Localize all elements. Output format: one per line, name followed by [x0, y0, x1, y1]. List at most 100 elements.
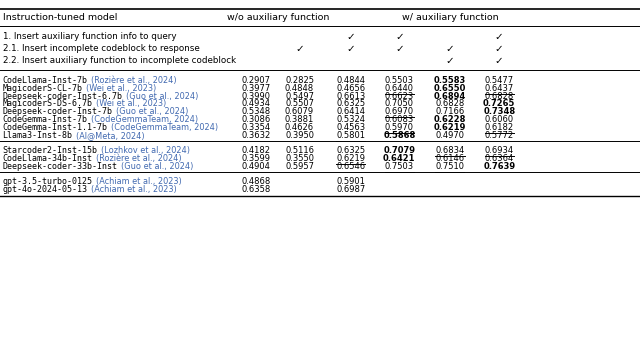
Text: 0.6437: 0.6437	[484, 84, 514, 93]
Text: 0.3990: 0.3990	[241, 92, 271, 100]
Text: 0.5868: 0.5868	[383, 131, 415, 140]
Text: 0.6550: 0.6550	[434, 84, 466, 93]
Text: CodeGemma-Inst-7b: CodeGemma-Inst-7b	[3, 115, 88, 124]
Text: 2.2. Insert auxiliary function to incomplete codeblock: 2.2. Insert auxiliary function to incomp…	[3, 56, 236, 65]
Text: 0.4182: 0.4182	[241, 146, 271, 155]
Text: 0.7503: 0.7503	[385, 162, 414, 171]
Text: 0.7348: 0.7348	[483, 107, 515, 116]
Text: 0.6414: 0.6414	[336, 107, 365, 116]
Text: w/ auxiliary function: w/ auxiliary function	[402, 13, 498, 22]
Text: 0.5477: 0.5477	[484, 76, 514, 85]
Text: ✓: ✓	[445, 56, 454, 66]
Text: 0.5348: 0.5348	[241, 107, 271, 116]
Text: 0.5324: 0.5324	[336, 115, 365, 124]
Text: 0.5583: 0.5583	[434, 76, 466, 85]
Text: gpt-3.5-turbo-0125: gpt-3.5-turbo-0125	[3, 177, 93, 186]
Text: ✓: ✓	[295, 44, 304, 54]
Text: 0.6364: 0.6364	[484, 154, 514, 163]
Text: (Rozière et al., 2024): (Rozière et al., 2024)	[97, 154, 182, 163]
Text: Deepseek-coder-Inst-7b: Deepseek-coder-Inst-7b	[3, 107, 113, 116]
Text: CodeGemma-Inst-1.1-7b: CodeGemma-Inst-1.1-7b	[3, 123, 108, 132]
Text: w/o auxiliary function: w/o auxiliary function	[227, 13, 329, 22]
Text: 0.6325: 0.6325	[336, 99, 365, 108]
Text: 0.4563: 0.4563	[336, 123, 365, 132]
Text: gpt-4o-2024-05-13: gpt-4o-2024-05-13	[3, 185, 88, 194]
Text: (Guo et al., 2024): (Guo et al., 2024)	[116, 107, 189, 116]
Text: Llama3-Inst-8b: Llama3-Inst-8b	[3, 131, 72, 140]
Text: 0.5970: 0.5970	[385, 123, 414, 132]
Text: 0.4626: 0.4626	[285, 123, 314, 132]
Text: 0.6146: 0.6146	[435, 154, 465, 163]
Text: 0.6083: 0.6083	[385, 115, 414, 124]
Text: 0.3599: 0.3599	[241, 154, 271, 163]
Text: 0.4970: 0.4970	[435, 131, 465, 140]
Text: 0.6440: 0.6440	[385, 84, 414, 93]
Text: 0.7166: 0.7166	[435, 107, 465, 116]
Text: 0.6623: 0.6623	[385, 92, 414, 100]
Text: (Rozière et al., 2024): (Rozière et al., 2024)	[92, 76, 177, 85]
Text: 0.6828: 0.6828	[484, 92, 514, 100]
Text: 0.3354: 0.3354	[241, 123, 271, 132]
Text: 0.4934: 0.4934	[241, 99, 271, 108]
Text: 0.4904: 0.4904	[241, 162, 271, 171]
Text: ✓: ✓	[495, 44, 504, 54]
Text: (Wei et al., 2023): (Wei et al., 2023)	[86, 84, 157, 93]
Text: 0.5957: 0.5957	[285, 162, 314, 171]
Text: 0.3950: 0.3950	[285, 131, 314, 140]
Text: ✓: ✓	[395, 44, 404, 54]
Text: 0.7510: 0.7510	[435, 162, 465, 171]
Text: (Guo et al., 2024): (Guo et al., 2024)	[122, 162, 194, 171]
Text: (CodeGemmaTeam, 2024): (CodeGemmaTeam, 2024)	[111, 123, 218, 132]
Text: Deepseek-coder-33b-Inst: Deepseek-coder-33b-Inst	[3, 162, 118, 171]
Text: (Achiam et al., 2023): (Achiam et al., 2023)	[92, 185, 177, 194]
Text: 0.5503: 0.5503	[385, 76, 414, 85]
Text: ✓: ✓	[346, 32, 355, 42]
Text: (CodeGemmaTeam, 2024): (CodeGemmaTeam, 2024)	[92, 115, 198, 124]
Text: 0.6970: 0.6970	[385, 107, 414, 116]
Text: 0.6219: 0.6219	[336, 154, 365, 163]
Text: 0.7079: 0.7079	[383, 146, 415, 155]
Text: ✓: ✓	[445, 44, 454, 54]
Text: ✓: ✓	[346, 44, 355, 54]
Text: CodeLlama-Inst-7b: CodeLlama-Inst-7b	[3, 76, 88, 85]
Text: 0.3550: 0.3550	[285, 154, 314, 163]
Text: 0.4848: 0.4848	[285, 84, 314, 93]
Text: Instruction-tuned model: Instruction-tuned model	[3, 13, 117, 22]
Text: ✓: ✓	[395, 32, 404, 42]
Text: 0.6228: 0.6228	[434, 115, 466, 124]
Text: (Achiam et al., 2023): (Achiam et al., 2023)	[97, 177, 182, 186]
Text: 0.7050: 0.7050	[385, 99, 414, 108]
Text: 0.2907: 0.2907	[241, 76, 271, 85]
Text: 0.4844: 0.4844	[336, 76, 365, 85]
Text: 1. Insert auxiliary function info to query: 1. Insert auxiliary function info to que…	[3, 32, 176, 41]
Text: 0.3086: 0.3086	[241, 115, 271, 124]
Text: (AI@Meta, 2024): (AI@Meta, 2024)	[76, 131, 145, 140]
Text: 0.6421: 0.6421	[383, 154, 415, 163]
Text: 0.7639: 0.7639	[483, 162, 515, 171]
Text: 0.6934: 0.6934	[484, 146, 514, 155]
Text: MagicoderS-DS-6.7b: MagicoderS-DS-6.7b	[3, 99, 93, 108]
Text: Deepseek-coder-Inst-6.7b: Deepseek-coder-Inst-6.7b	[3, 92, 123, 100]
Text: 2.1. Insert incomplete codeblock to response: 2.1. Insert incomplete codeblock to resp…	[3, 44, 199, 53]
Text: MagicoderS-CL-7b: MagicoderS-CL-7b	[3, 84, 83, 93]
Text: 0.5507: 0.5507	[285, 99, 314, 108]
Text: 0.4656: 0.4656	[336, 84, 365, 93]
Text: 0.6894: 0.6894	[434, 92, 466, 100]
Text: 0.2825: 0.2825	[285, 76, 314, 85]
Text: (Wei et al., 2023): (Wei et al., 2023)	[97, 99, 166, 108]
Text: 0.6828: 0.6828	[435, 99, 465, 108]
Text: CodeLlama-34b-Inst: CodeLlama-34b-Inst	[3, 154, 93, 163]
Text: 0.3881: 0.3881	[285, 115, 314, 124]
Text: ✓: ✓	[495, 32, 504, 42]
Text: ✓: ✓	[495, 56, 504, 66]
Text: 0.6060: 0.6060	[484, 115, 514, 124]
Text: 0.6325: 0.6325	[336, 146, 365, 155]
Text: 0.3632: 0.3632	[241, 131, 271, 140]
Text: 0.6613: 0.6613	[336, 92, 365, 100]
Text: (Lozhkov et al., 2024): (Lozhkov et al., 2024)	[101, 146, 191, 155]
Text: 0.6219: 0.6219	[434, 123, 466, 132]
Text: 0.6987: 0.6987	[336, 185, 365, 194]
Text: 0.5801: 0.5801	[336, 131, 365, 140]
Text: 0.6182: 0.6182	[484, 123, 514, 132]
Text: 0.6834: 0.6834	[435, 146, 465, 155]
